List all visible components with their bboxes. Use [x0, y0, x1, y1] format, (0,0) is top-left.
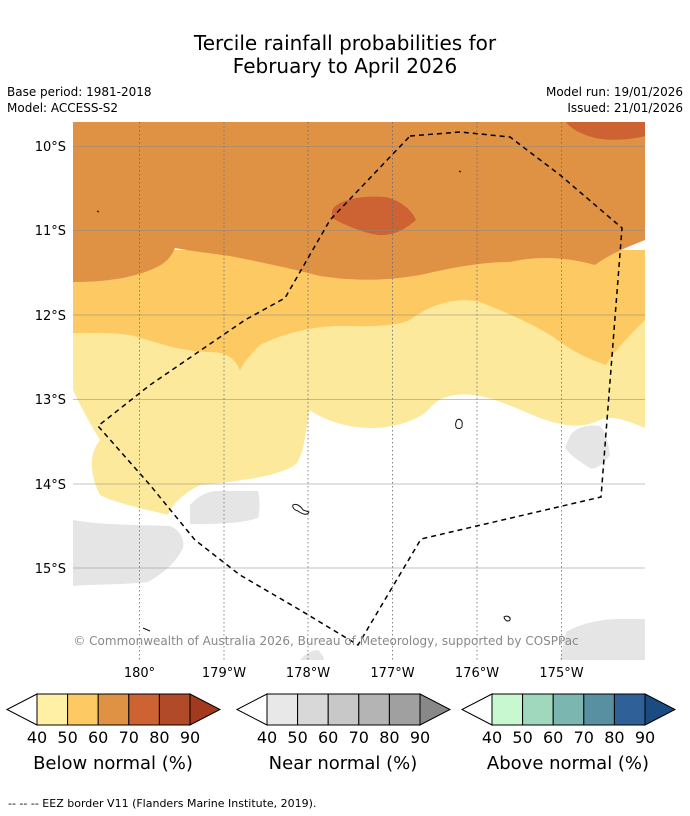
- lon-label: 176°W: [455, 666, 499, 681]
- islands: [96, 170, 511, 632]
- colorbar-tick: 40: [26, 728, 48, 747]
- colorbar-below-normal-segment: [158, 693, 191, 726]
- lon-label: 180°: [124, 666, 155, 681]
- colorbar-near-normal-segment: [327, 693, 360, 726]
- colorbar-tick: 80: [604, 728, 625, 747]
- lat-label: 13°S: [35, 393, 66, 408]
- near-normal-region-w: [190, 491, 260, 524]
- colorbar-below-normal-max-arrow: [189, 693, 222, 726]
- lon-label: 179°W: [202, 666, 246, 681]
- model-name: Model: ACCESS-S2: [7, 101, 119, 115]
- colorbar-tick: 60: [318, 728, 339, 747]
- colorbar-tick: 70: [573, 728, 594, 747]
- colorbar-below-normal-segment: [128, 693, 160, 726]
- colorbar-above-normal: [460, 693, 677, 726]
- below-normal-60-region: [73, 250, 645, 370]
- colorbar-below-normal-segment: [36, 693, 69, 726]
- colorbar-below-normal-segment: [67, 693, 99, 726]
- eez-legend-footnote: -- -- -- EEZ border V11 (Flanders Marine…: [8, 797, 317, 810]
- colorbar-above-normal-segment: [491, 693, 524, 726]
- colorbar-tick: 90: [409, 728, 431, 747]
- lon-label: 177°W: [370, 666, 414, 681]
- lat-label: 15°S: [35, 562, 66, 577]
- colorbar-tick: 60: [543, 728, 564, 747]
- colorbar-above-normal-max-arrow: [644, 693, 677, 726]
- colorbars: [5, 693, 677, 726]
- colorbar-above-normal-segment: [583, 693, 615, 726]
- colorbar-tick: 60: [88, 728, 109, 747]
- colorbar-tick: 70: [348, 728, 369, 747]
- colorbar-tick: 80: [149, 728, 170, 747]
- lon-label: 175°W: [539, 666, 583, 681]
- forecast-map: 10°S 11°S 12°S 13°S 14°S 15°S 180° 179°W…: [35, 122, 645, 681]
- colorbar-below-normal-segment: [97, 693, 130, 726]
- colorbar-label-near-normal: Near normal (%): [268, 753, 418, 774]
- colorbar-below-normal-min-arrow: [5, 693, 38, 726]
- lat-label: 11°S: [35, 224, 66, 239]
- near-normal-region-s: [300, 650, 324, 660]
- colorbar-near-normal-max-arrow: [419, 693, 452, 726]
- base-period: Base period: 1981-2018: [7, 85, 152, 99]
- below-normal-80-region: [332, 196, 416, 236]
- colorbar-tick: 40: [481, 728, 503, 747]
- colorbar-below-normal: [5, 693, 222, 726]
- copyright-notice: © Commonwealth of Australia 2026, Bureau…: [73, 634, 578, 648]
- colorbar-near-normal-segment: [297, 693, 329, 726]
- colorbar-above-normal-segment: [613, 693, 646, 726]
- near-normal-region-e: [565, 425, 610, 469]
- colorbar-near-normal-segment: [266, 693, 299, 726]
- colorbar-above-normal-min-arrow: [460, 693, 493, 726]
- colorbar-tick: 90: [634, 728, 656, 747]
- title-line-1: Tercile rainfall probabilities for: [193, 31, 497, 55]
- colorbar-tick: 50: [512, 728, 533, 747]
- lat-label: 10°S: [35, 140, 66, 155]
- colorbar-above-normal-segment: [522, 693, 554, 726]
- lat-label: 12°S: [35, 309, 66, 324]
- colorbar-above-normal-segment: [552, 693, 585, 726]
- colorbar-near-normal-segment: [388, 693, 421, 726]
- near-normal-region-sw: [73, 520, 184, 586]
- colorbar-label-above-normal: Above normal (%): [486, 753, 650, 774]
- below-normal-80-region-ne: [566, 122, 645, 140]
- lon-label: 178°W: [286, 666, 330, 681]
- colorbar-label-below-normal: Below normal (%): [33, 753, 193, 774]
- colorbar-tick: 70: [118, 728, 139, 747]
- issued-date: Issued: 21/01/2026: [567, 101, 683, 115]
- below-normal-50-region: [73, 300, 645, 515]
- model-run: Model run: 19/01/2026: [545, 85, 683, 99]
- lat-label: 14°S: [35, 478, 66, 493]
- parallel-gridlines: [73, 146, 645, 569]
- colorbar-near-normal: [235, 693, 452, 726]
- colorbar-tick: 50: [57, 728, 78, 747]
- colorbar-tick: 80: [379, 728, 400, 747]
- colorbar-near-normal-min-arrow: [235, 693, 268, 726]
- title-line-2: February to April 2026: [232, 54, 458, 78]
- colorbar-near-normal-segment: [358, 693, 390, 726]
- colorbar-tick: 50: [287, 728, 308, 747]
- colorbar-tick: 90: [179, 728, 201, 747]
- colorbar-tick: 40: [256, 728, 278, 747]
- near-normal-region-se: [560, 619, 645, 660]
- meridian-gridlines: [139, 122, 562, 660]
